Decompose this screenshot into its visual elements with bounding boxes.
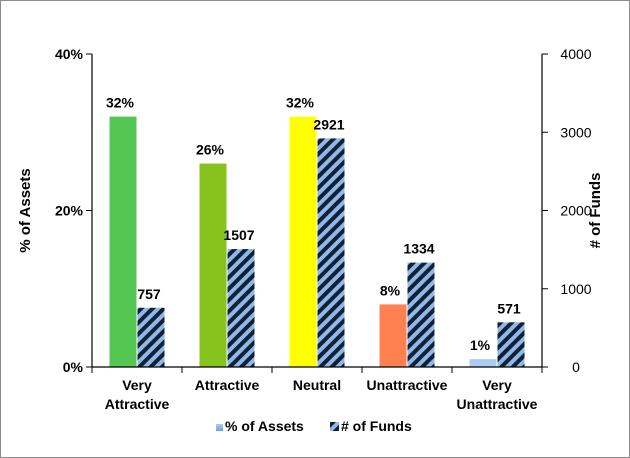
funds-bar-2 (317, 138, 345, 367)
assets-data-label-2: 32% (286, 95, 315, 111)
assets-data-label-3: 8% (380, 282, 401, 298)
left-tick-label-2: 40% (55, 46, 84, 62)
assets-data-label-4: 1% (470, 337, 491, 353)
left-tick-label-0: 0% (63, 359, 84, 375)
funds-bar-4 (497, 322, 525, 367)
assets-bar-4 (469, 359, 497, 367)
left-tick-label-1: 20% (55, 203, 84, 219)
assets-data-label-0: 32% (106, 95, 135, 111)
funds-data-label-3: 1334 (403, 241, 434, 257)
funds-data-label-4: 571 (497, 300, 521, 316)
right-tick-label-2: 2000 (560, 203, 591, 219)
assets-bar-0 (109, 116, 137, 367)
category-label-4-1: Unattractive (457, 396, 538, 412)
category-label-3-0: Unattractive (367, 377, 448, 393)
left-axis-title: % of Assets (17, 168, 34, 252)
right-tick-label-3: 3000 (560, 124, 591, 140)
legend-swatch-funds (330, 422, 339, 431)
legend-label-assets: % of Assets (225, 418, 304, 434)
category-label-1-0: Attractive (195, 377, 260, 393)
right-tick-label-4: 4000 (560, 46, 591, 62)
category-label-2-0: Neutral (293, 377, 341, 393)
right-tick-label-1: 1000 (560, 281, 591, 297)
legend-label-funds: # of Funds (341, 418, 412, 434)
category-label-4-0: Very (482, 377, 512, 393)
funds-bar-1 (227, 249, 255, 367)
funds-data-label-0: 757 (137, 286, 161, 302)
funds-data-label-1: 1507 (223, 227, 254, 243)
assets-bar-3 (379, 304, 407, 367)
funds-bar-0 (137, 307, 165, 367)
assets-bar-2 (289, 116, 317, 367)
funds-data-label-2: 2921 (313, 116, 344, 132)
assets-bar-1 (199, 163, 227, 367)
funds-bar-3 (407, 262, 435, 367)
category-label-0-1: Attractive (105, 396, 170, 412)
right-axis-title: # of Funds (587, 173, 604, 249)
assets-data-label-1: 26% (196, 142, 225, 158)
category-label-0-0: Very (122, 377, 152, 393)
legend-swatch-assets (216, 424, 223, 431)
right-tick-label-0: 0 (572, 359, 580, 375)
